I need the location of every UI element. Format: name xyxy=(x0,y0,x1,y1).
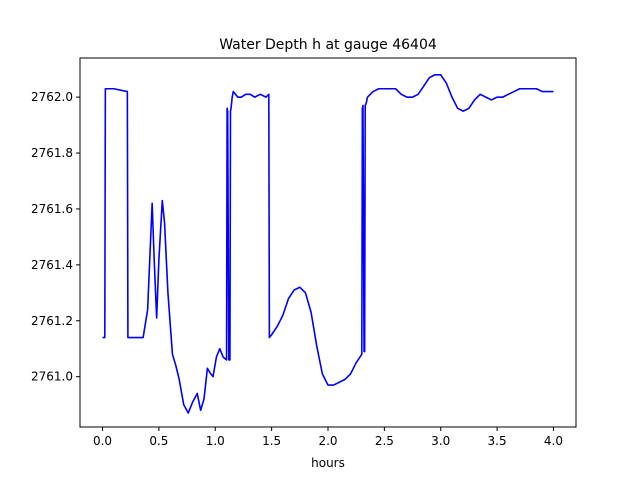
y-tick-label: 2761.0 xyxy=(31,370,73,384)
y-axis: 2761.0 2761.2 2761.4 2761.6 2761.8 2762.0 xyxy=(31,90,80,384)
y-tick-label: 2761.2 xyxy=(31,314,73,328)
x-tick-label: 2.5 xyxy=(375,434,394,448)
x-tick-label: 2.0 xyxy=(318,434,337,448)
y-tick-label: 2761.4 xyxy=(31,258,73,272)
x-axis-label: hours xyxy=(311,456,345,470)
x-tick-label: 0.0 xyxy=(93,434,112,448)
chart-title: Water Depth h at gauge 46404 xyxy=(219,37,437,53)
x-axis: 0.0 0.5 1.0 1.5 2.0 2.5 3.0 3.5 4.0 xyxy=(93,427,563,448)
y-tick-label: 2761.6 xyxy=(31,202,73,216)
y-tick-label: 2761.8 xyxy=(31,146,73,160)
x-tick-label: 1.0 xyxy=(206,434,225,448)
x-tick-label: 1.5 xyxy=(262,434,281,448)
x-tick-label: 0.5 xyxy=(149,434,168,448)
x-tick-label: 4.0 xyxy=(544,434,563,448)
data-layer xyxy=(102,73,554,414)
x-tick-label: 3.5 xyxy=(488,434,507,448)
series-line-0 xyxy=(102,73,554,414)
y-tick-label: 2762.0 xyxy=(31,90,73,104)
x-tick-label: 3.0 xyxy=(431,434,450,448)
